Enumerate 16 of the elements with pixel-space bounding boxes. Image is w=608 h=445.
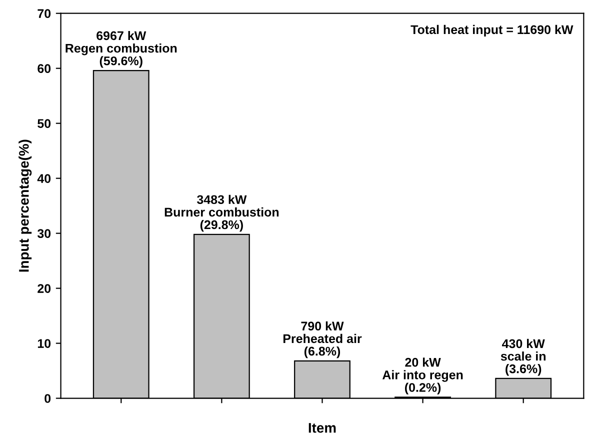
- y-tick-label: 70: [38, 9, 51, 18]
- data-label: 6967 kW Regen combustion (59.6%): [66, 30, 177, 68]
- data-label: 430 kW scale in (3.6%): [500, 338, 546, 376]
- y-tick-label: 20: [38, 284, 51, 293]
- y-tick-label: 60: [38, 64, 51, 73]
- y-tick-label: 10: [38, 339, 51, 348]
- y-axis-title: Input percentage(%): [18, 140, 32, 272]
- data-label: 3483 kW Burner combustion (29.8%): [164, 194, 279, 232]
- data-label: 790 kW Preheated air (6.8%): [283, 321, 362, 358]
- annotation: Total heat input = 11690 kW: [410, 24, 574, 37]
- y-tick-label: 0: [44, 394, 51, 403]
- data-label: 20 kW Air into regen (0.2%): [382, 358, 463, 394]
- y-tick-label: 30: [37, 229, 51, 238]
- y-tick-label: 40: [37, 174, 51, 183]
- y-tick-label: 50: [38, 119, 51, 128]
- x-axis-title: Item: [308, 423, 336, 433]
